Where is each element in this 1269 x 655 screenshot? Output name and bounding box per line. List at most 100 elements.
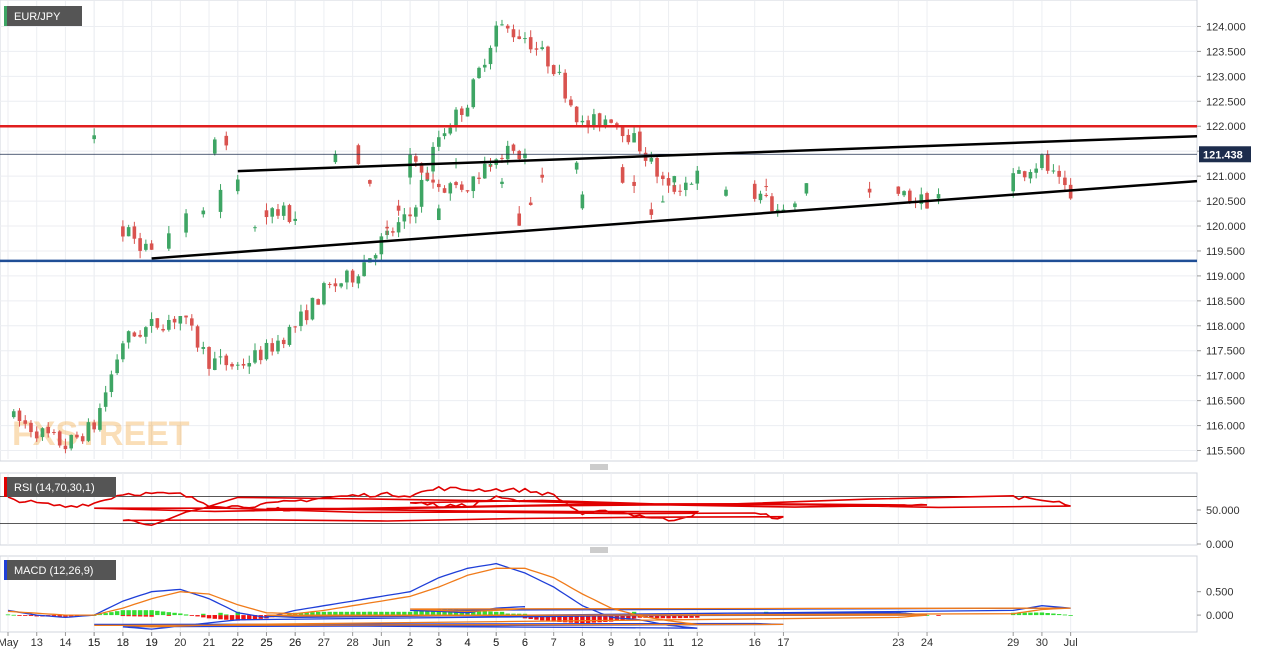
rsi-tag[interactable]: RSI (14,70,30,1) <box>4 477 116 497</box>
candle-body <box>661 201 665 203</box>
candle-body <box>609 119 613 123</box>
candle-body <box>144 243 148 250</box>
time-tick-label: 8 <box>579 637 585 649</box>
candle-body <box>448 183 453 194</box>
macd-tick-label: 0.000 <box>1206 610 1234 622</box>
macd-histogram-bar <box>5 614 11 616</box>
time-tick-label: 25 <box>260 637 272 649</box>
candle-body <box>540 174 544 178</box>
price-tick-label: 119.000 <box>1206 271 1245 283</box>
macd-histogram-bar <box>206 615 212 619</box>
candle-body <box>482 163 487 179</box>
candle-body <box>523 153 527 159</box>
candle-body <box>494 25 499 47</box>
candle-body <box>155 318 160 328</box>
price-pane[interactable] <box>0 0 1198 462</box>
time-tick-label: 10 <box>634 637 646 649</box>
wedge-lower-trendline <box>151 179 1198 260</box>
candle-body <box>333 283 338 287</box>
time-tick-label: 19 <box>145 637 157 649</box>
macd-histogram-bar <box>499 611 505 616</box>
candle-body <box>356 145 361 165</box>
candle-body <box>1011 173 1015 192</box>
candle-body <box>580 194 585 209</box>
macd-histogram-bar <box>379 611 384 616</box>
candle-body <box>69 434 73 449</box>
macd-histogram-bar <box>1039 612 1045 616</box>
time-tick-label: 4 <box>464 637 470 649</box>
candle-body <box>339 283 343 287</box>
candle-body <box>1051 170 1056 172</box>
macd-tag[interactable]: MACD (12,26,9) <box>4 560 116 580</box>
candle-body <box>224 135 229 146</box>
candle-body <box>482 64 487 68</box>
macd-histogram-bar <box>155 610 160 616</box>
candle-body <box>689 183 694 185</box>
candle-body <box>172 318 177 323</box>
time-tick-label: 2 <box>407 637 413 649</box>
macd-histogram-bar <box>218 615 223 620</box>
candle-body <box>345 270 349 283</box>
candle-body <box>936 194 941 199</box>
candle-body <box>201 210 206 215</box>
macd-histogram-bar <box>597 615 602 623</box>
macd-histogram-bar <box>551 615 556 622</box>
candle-body <box>896 186 901 194</box>
macd-histogram-bar <box>241 615 246 621</box>
candle-body <box>212 358 217 370</box>
macd-histogram-bar <box>361 611 367 616</box>
macd-histogram-bar <box>936 615 941 616</box>
candle-body <box>207 347 211 369</box>
candle-body <box>528 37 533 50</box>
candle-body <box>454 109 458 127</box>
candle-body <box>442 188 447 193</box>
candle-body <box>511 144 516 151</box>
macd-histogram-bar <box>137 610 143 616</box>
candle-body <box>115 359 119 374</box>
price-tick-label: 119.500 <box>1206 246 1245 258</box>
candle-body <box>752 183 757 199</box>
candle-body <box>770 196 774 212</box>
macd-histogram-bar <box>126 610 131 616</box>
macd-histogram-bar <box>315 612 321 616</box>
candle-body <box>431 146 435 172</box>
macd-histogram-bar <box>310 612 315 616</box>
candle-body <box>437 208 441 221</box>
candle-body <box>281 339 286 345</box>
candle-body <box>379 236 384 255</box>
candle-body <box>563 72 567 99</box>
time-tick-label: 6 <box>522 637 528 649</box>
candle-body <box>144 327 148 337</box>
macd-histogram-bar <box>28 615 34 617</box>
candle-body <box>17 410 22 422</box>
candle-body <box>500 24 504 26</box>
candle-body <box>287 205 292 222</box>
candle-body <box>1063 177 1067 186</box>
macd-label: MACD (12,26,9) <box>14 565 93 577</box>
candle-body <box>517 150 522 160</box>
macd-histogram-bar <box>183 614 189 616</box>
macd-histogram-bar <box>149 610 154 616</box>
price-tick-label: 118.500 <box>1206 296 1245 308</box>
candle-body <box>505 25 510 29</box>
macd-histogram-bar <box>344 611 350 616</box>
time-tick-label: 22 <box>232 637 244 649</box>
candle-body <box>167 319 171 330</box>
rsi-line <box>7 485 1071 527</box>
candle-body <box>34 431 39 439</box>
rsi-pane-resize-handle[interactable] <box>590 464 608 470</box>
candle-body <box>212 139 217 154</box>
macd-histogram-bar <box>172 612 177 616</box>
macd-histogram-bar <box>103 613 108 616</box>
candle-body <box>270 343 275 352</box>
time-tick-label: 4 <box>464 637 470 649</box>
time-tick-label: 24 <box>921 637 933 649</box>
candle-body <box>534 48 539 50</box>
macd-pane-resize-handle[interactable] <box>590 547 608 553</box>
macd-histogram-bar <box>1056 614 1062 616</box>
time-tick-label: 3 <box>436 637 442 649</box>
horizontal-levels[interactable] <box>0 124 1198 263</box>
symbol-tag[interactable]: EUR/JPY <box>4 6 82 26</box>
candle-body <box>551 65 556 75</box>
